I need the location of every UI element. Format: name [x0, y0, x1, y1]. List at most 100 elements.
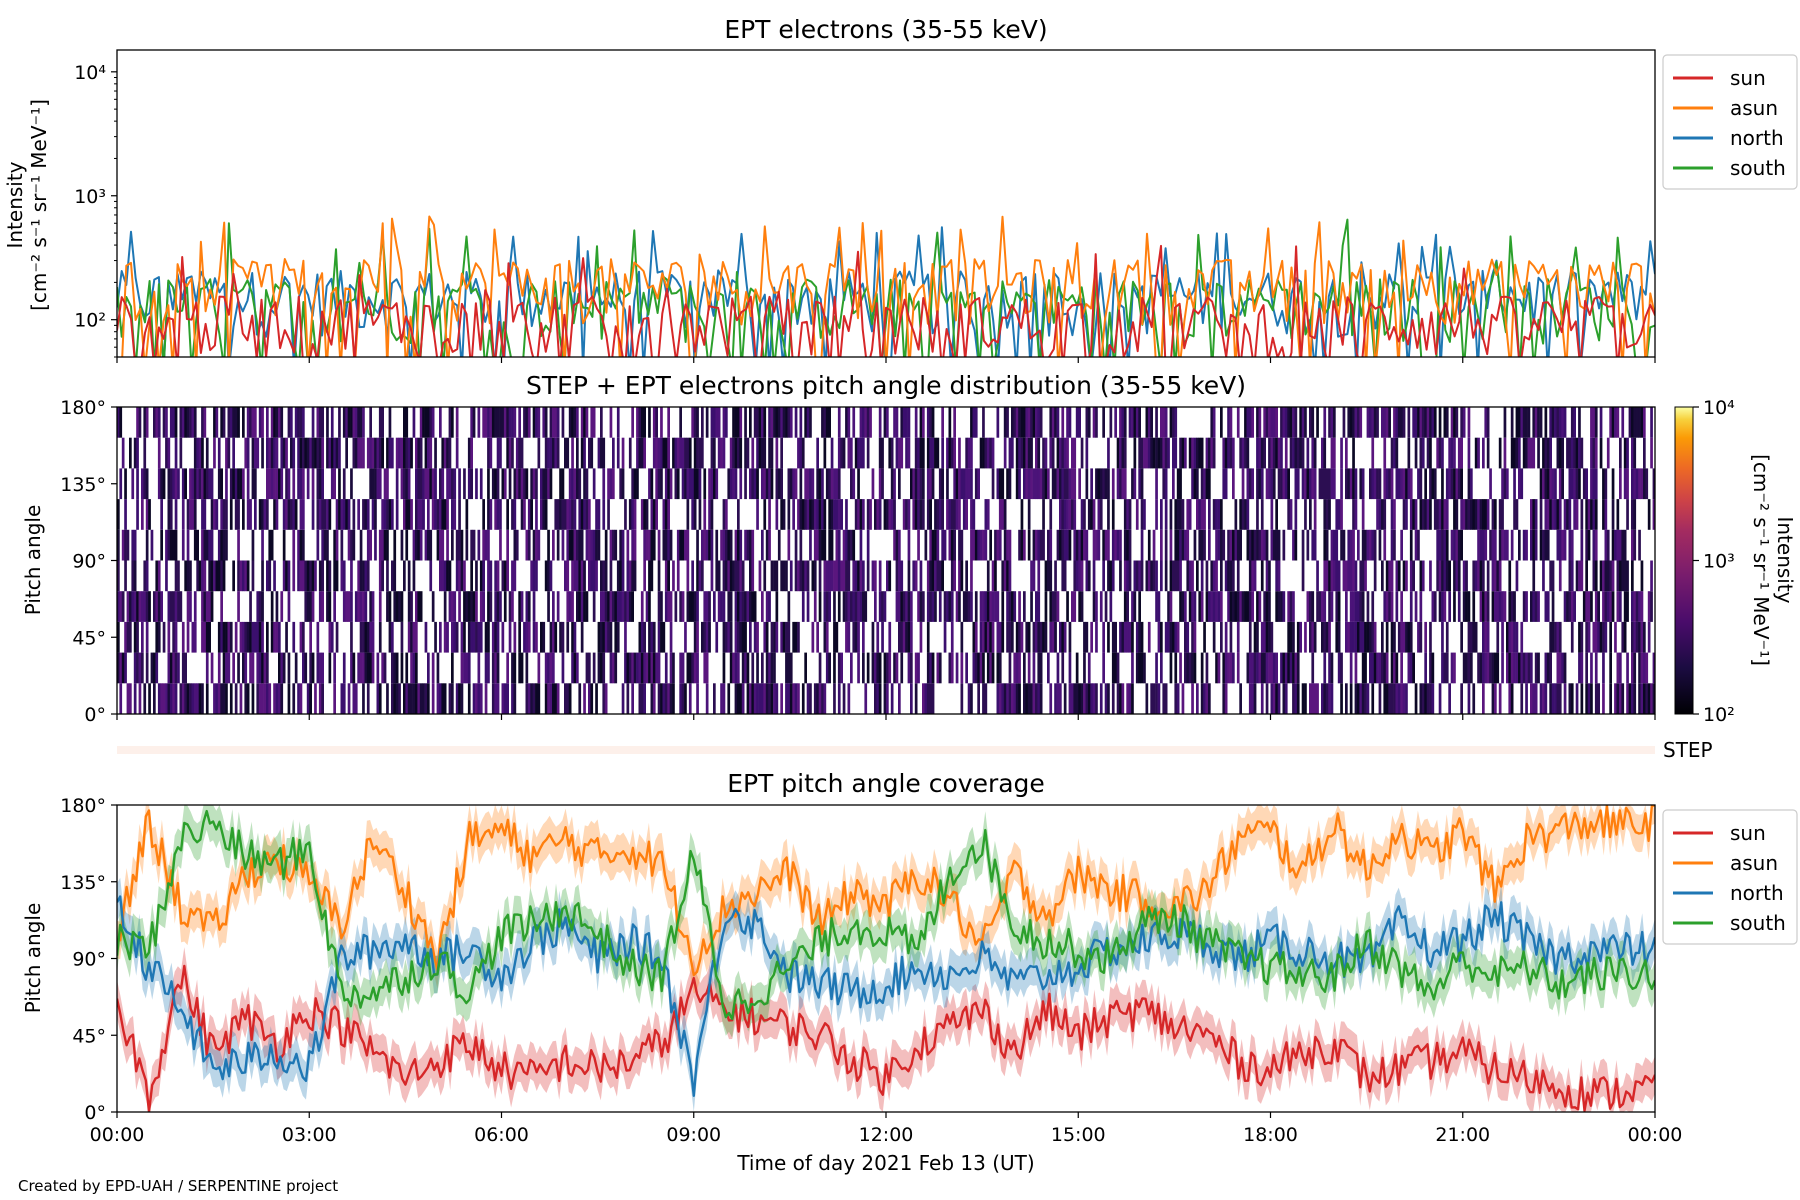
- legend-label-asun: asun: [1730, 96, 1778, 120]
- pad-cell: [520, 652, 524, 684]
- pad-cell: [1296, 468, 1300, 500]
- pad-cell: [1128, 407, 1132, 438]
- pad-cell: [1097, 529, 1101, 561]
- y-tick-label: 0°: [84, 704, 106, 726]
- pad-cell: [1645, 468, 1649, 500]
- pad-cell: [1270, 437, 1274, 469]
- pad-cell: [982, 529, 985, 561]
- pad-cell: [1650, 560, 1653, 592]
- pad-cell: [1412, 560, 1415, 592]
- pad-cell: [866, 529, 870, 561]
- pad-cell: [419, 407, 423, 438]
- pad-cell: [181, 529, 185, 561]
- pad-cell: [201, 407, 204, 438]
- pad-cell: [446, 529, 449, 561]
- pad-cell: [938, 468, 942, 500]
- pad-cell: [169, 652, 173, 684]
- pad-cell: [857, 499, 860, 530]
- pad-cell: [1397, 407, 1401, 438]
- pad-cell: [371, 499, 375, 530]
- pad-cell: [681, 652, 685, 684]
- pad-cell: [487, 468, 490, 500]
- coverage-ylabel: Pitch angle: [21, 903, 45, 1014]
- pad-cell: [583, 437, 586, 469]
- pad-cell: [359, 437, 363, 469]
- pad-cell: [1347, 560, 1351, 592]
- pad-cell: [1284, 437, 1288, 469]
- pad-cell: [225, 499, 228, 530]
- pad-cell: [857, 560, 860, 592]
- pad-cell: [119, 407, 123, 438]
- pad-cell: [907, 407, 911, 438]
- pad-cell: [477, 529, 481, 561]
- pad-cell: [422, 468, 425, 500]
- pad-cell: [874, 652, 877, 684]
- pad-cell: [311, 560, 315, 592]
- pad-cell: [1381, 652, 1384, 684]
- pad-cell: [1321, 621, 1324, 653]
- pad-cell: [222, 499, 226, 530]
- pad-cell: [386, 437, 389, 469]
- pad-cell: [1191, 683, 1194, 714]
- pad-cell: [1602, 621, 1605, 653]
- pad-cell: [1184, 652, 1187, 684]
- pad-cell: [340, 560, 344, 592]
- pad-cell: [614, 529, 618, 561]
- pad-cell: [1280, 652, 1283, 684]
- y-tick-label: 90°: [72, 949, 106, 971]
- pad-cell: [825, 468, 829, 500]
- pad-cell: [470, 529, 473, 561]
- pad-cell: [484, 652, 488, 684]
- pad-cell: [722, 683, 726, 714]
- pad-cell: [1003, 407, 1007, 438]
- pad-cell: [501, 621, 505, 653]
- pad-cell: [1304, 499, 1307, 530]
- pad-cell: [977, 468, 980, 500]
- pad-cell: [845, 407, 848, 438]
- pad-cell: [415, 621, 418, 653]
- pad-cell: [1270, 529, 1274, 561]
- pad-cell: [643, 407, 646, 438]
- pad-cell: [1407, 437, 1411, 469]
- pad-cell: [145, 591, 149, 622]
- pad-cell: [660, 683, 663, 714]
- pad-cell: [917, 499, 920, 530]
- pad-cell: [359, 621, 363, 653]
- pad-cell: [1176, 560, 1180, 592]
- pad-cell: [946, 437, 949, 469]
- pad-cell: [1544, 529, 1548, 561]
- pad-cell: [169, 591, 173, 622]
- pad-cell: [321, 591, 324, 622]
- pad-cell: [205, 591, 209, 622]
- pad-cell: [974, 652, 978, 684]
- pad-cell: [424, 683, 428, 714]
- pad-cell: [768, 407, 771, 438]
- pad-cell: [638, 652, 642, 684]
- pad-cell: [117, 591, 120, 622]
- pad-cell: [693, 652, 697, 684]
- pad-cell: [155, 407, 159, 438]
- pad-cell: [251, 407, 255, 438]
- pad-cell: [580, 621, 584, 653]
- pad-cell: [1383, 499, 1387, 530]
- pad-cell: [1075, 683, 1079, 714]
- pad-cell: [1604, 621, 1608, 653]
- pad-cell: [1059, 499, 1062, 530]
- pad-cell: [357, 407, 360, 438]
- pad-cell: [217, 529, 221, 561]
- pad-cell: [950, 652, 954, 684]
- pad-cell: [299, 621, 303, 653]
- pad-cell: [1534, 683, 1538, 714]
- pad-cell: [311, 407, 315, 438]
- pad-cell: [600, 437, 603, 469]
- pad-cell: [1604, 560, 1608, 592]
- pad-cell: [427, 652, 430, 684]
- pad-cell: [501, 560, 505, 592]
- pad-cell: [1424, 407, 1427, 438]
- pad-cell: [494, 621, 497, 653]
- pad-cell: [297, 468, 300, 500]
- pad-cell: [1486, 407, 1490, 438]
- pad-cell: [775, 591, 779, 622]
- pad-cell: [220, 591, 223, 622]
- pad-cell: [229, 621, 233, 653]
